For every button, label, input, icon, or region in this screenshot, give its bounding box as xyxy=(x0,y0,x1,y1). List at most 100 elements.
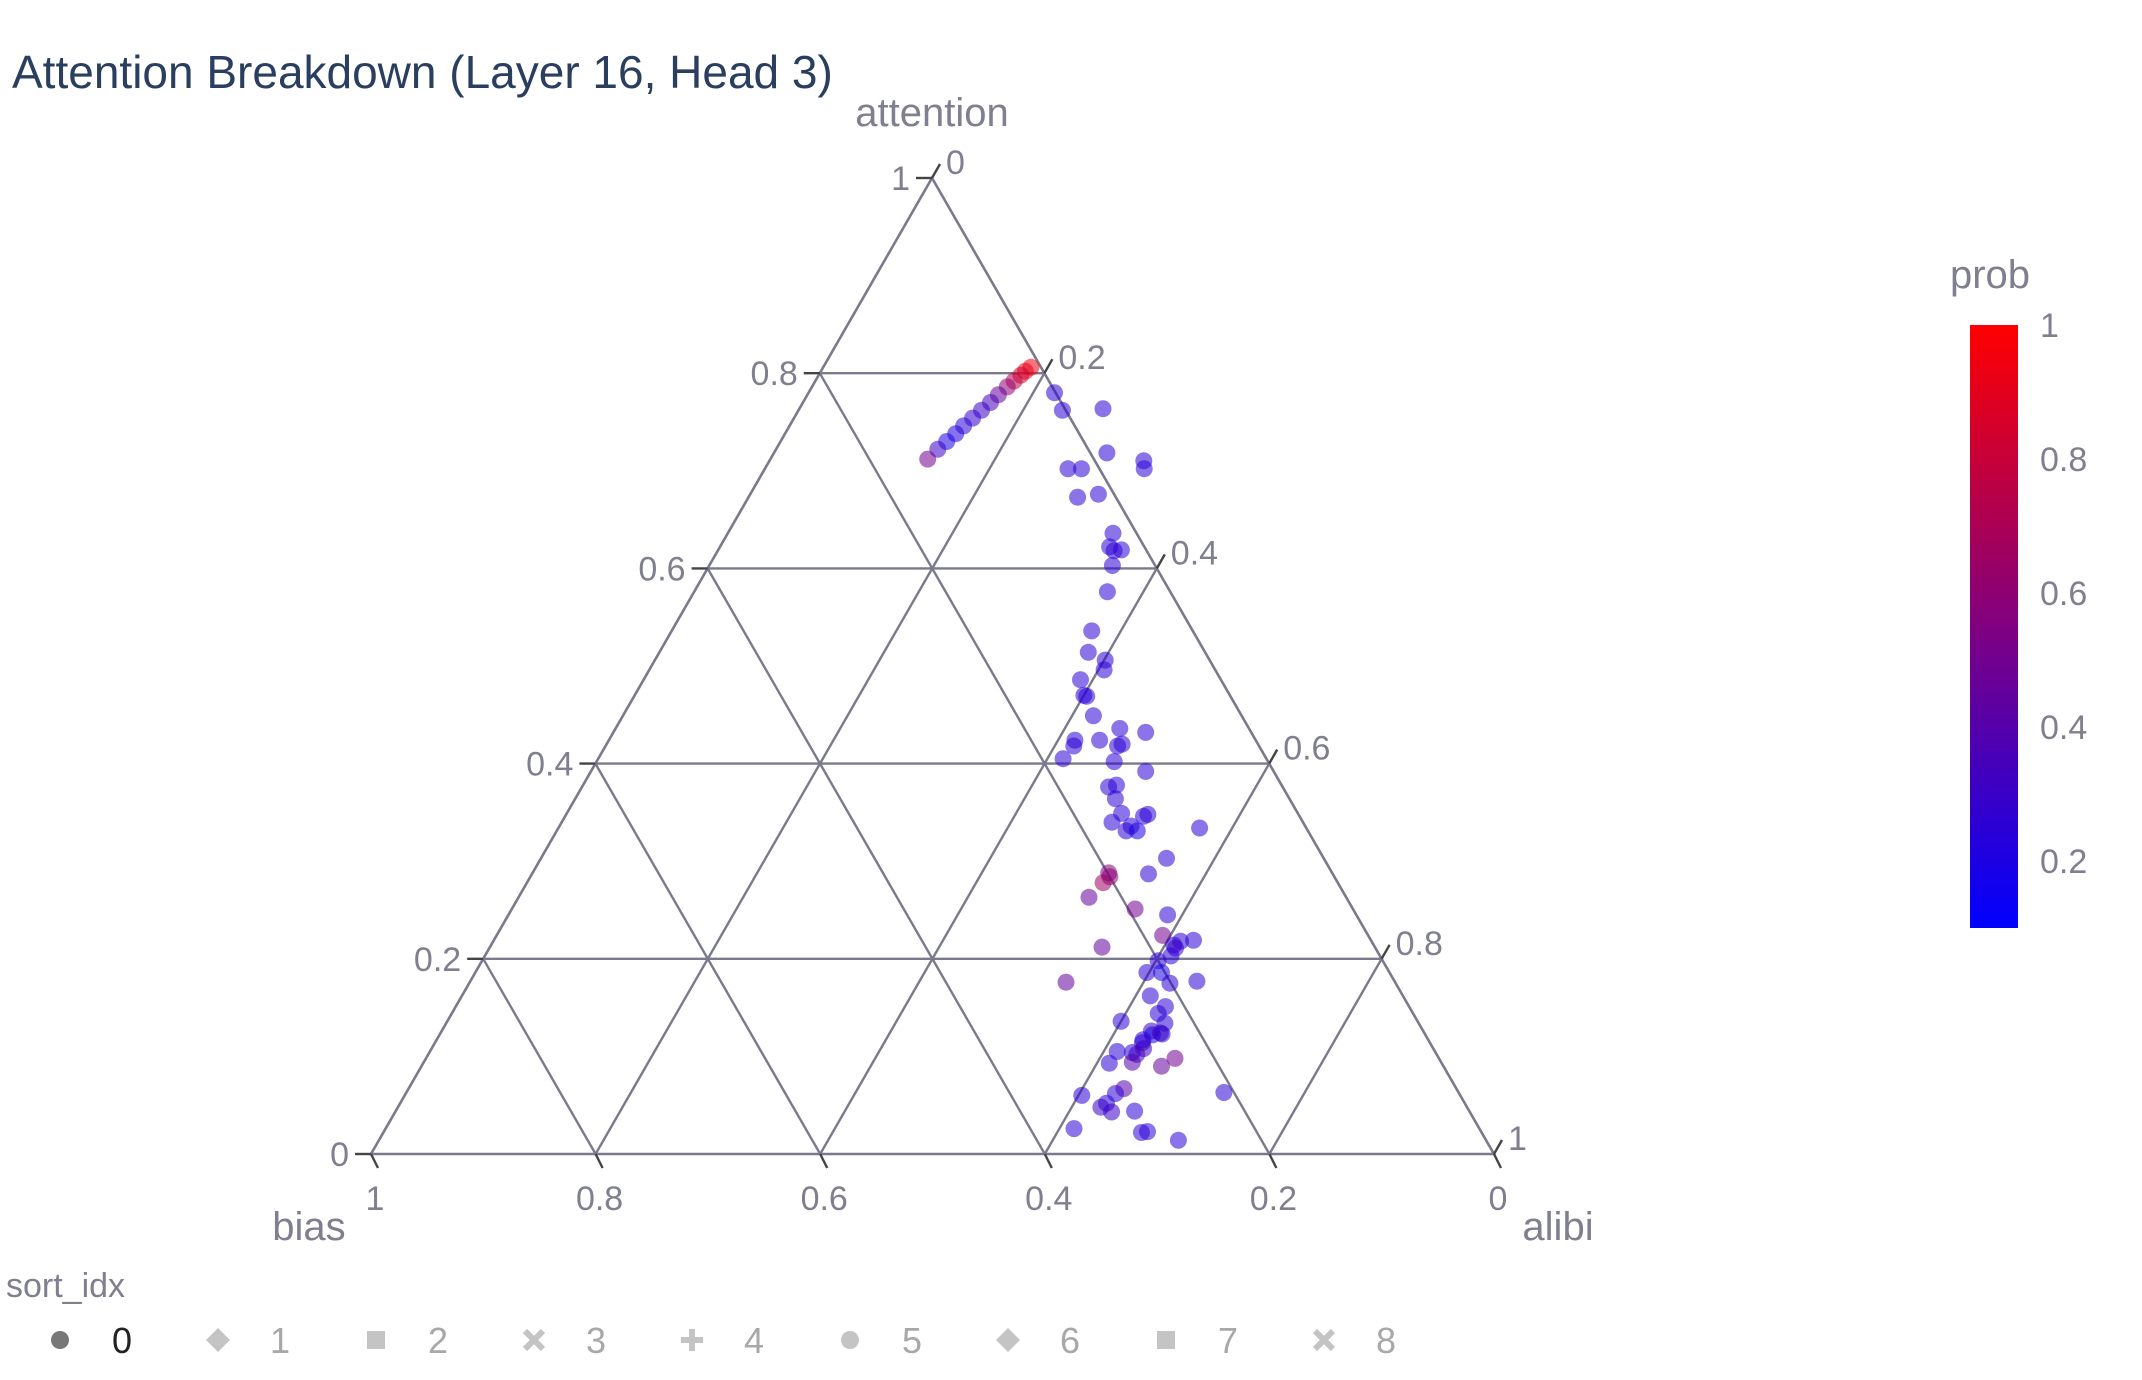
data-point[interactable] xyxy=(1069,488,1087,506)
tick-label-attention: 0 xyxy=(330,1136,349,1174)
legend-item[interactable]: 0 xyxy=(51,1320,132,1361)
data-point[interactable] xyxy=(1065,737,1083,755)
data-point[interactable] xyxy=(1158,849,1175,867)
data-point[interactable] xyxy=(1126,1102,1144,1120)
legend-item[interactable]: 6 xyxy=(996,1320,1080,1361)
grid-line-bias xyxy=(482,958,597,1155)
colorbar-tick-label: 0.6 xyxy=(2040,575,2087,613)
data-point[interactable] xyxy=(1078,687,1096,705)
tick-label-attention: 0.6 xyxy=(638,550,685,588)
ternary-grid xyxy=(482,372,1383,1155)
data-point[interactable] xyxy=(1137,723,1155,741)
tick-mark-alibi xyxy=(1492,1139,1504,1155)
data-point[interactable] xyxy=(1083,622,1101,640)
grid-line-alibi xyxy=(1268,958,1383,1155)
data-point[interactable] xyxy=(1140,865,1157,883)
legend-symbol-square xyxy=(1157,1331,1175,1349)
data-point[interactable] xyxy=(1141,987,1159,1005)
data-point[interactable] xyxy=(1191,819,1209,837)
data-point[interactable] xyxy=(1059,460,1077,478)
data-point[interactable] xyxy=(1153,1057,1170,1075)
data-point[interactable] xyxy=(1185,931,1202,949)
data-point[interactable] xyxy=(1154,926,1172,944)
data-point[interactable] xyxy=(1107,1085,1124,1102)
ternary-points[interactable] xyxy=(919,358,1233,1149)
data-point[interactable] xyxy=(1080,888,1098,906)
data-point[interactable] xyxy=(1153,1025,1171,1043)
legend-symbol-x xyxy=(522,1328,546,1352)
legend-symbol-cross xyxy=(681,1329,703,1351)
legend-item[interactable]: 2 xyxy=(367,1320,448,1361)
data-point[interactable] xyxy=(1123,1053,1141,1071)
legend-label: 7 xyxy=(1218,1320,1238,1361)
data-point[interactable] xyxy=(1113,735,1131,753)
data-point[interactable] xyxy=(1072,671,1089,689)
data-point[interactable] xyxy=(1103,557,1121,574)
legend-item[interactable]: 3 xyxy=(522,1320,606,1361)
data-point[interactable] xyxy=(1104,524,1122,542)
data-point[interactable] xyxy=(1139,1123,1156,1141)
tick-mark-bias xyxy=(1043,1153,1053,1169)
data-point[interactable] xyxy=(1166,1049,1184,1067)
data-point[interactable] xyxy=(1159,906,1177,924)
data-point[interactable] xyxy=(1084,707,1102,725)
data-point[interactable] xyxy=(1139,805,1157,823)
data-point[interactable] xyxy=(1095,661,1113,679)
data-point[interactable] xyxy=(1162,947,1180,965)
data-point[interactable] xyxy=(919,450,937,468)
tick-label-bias: 0.8 xyxy=(576,1180,623,1218)
tick-label-alibi: 0.4 xyxy=(1171,534,1218,572)
legend-item[interactable]: 8 xyxy=(1312,1320,1396,1361)
data-point[interactable] xyxy=(1103,1103,1121,1121)
data-point[interactable] xyxy=(1054,750,1072,768)
legend-item[interactable]: 1 xyxy=(206,1320,290,1361)
data-point[interactable] xyxy=(1046,384,1063,402)
data-point[interactable] xyxy=(1101,868,1119,886)
data-point[interactable] xyxy=(1065,1120,1083,1138)
data-point[interactable] xyxy=(1137,762,1155,780)
data-point[interactable] xyxy=(1106,790,1124,808)
grid-line-bias xyxy=(706,567,1046,1155)
data-point[interactable] xyxy=(1128,822,1146,840)
legend-item[interactable]: 7 xyxy=(1157,1320,1238,1361)
data-point[interactable] xyxy=(1089,485,1107,503)
data-point[interactable] xyxy=(1188,972,1206,990)
data-point[interactable] xyxy=(1091,731,1109,749)
tick-label-bias: 0.6 xyxy=(801,1180,848,1218)
data-point[interactable] xyxy=(1169,1131,1187,1149)
data-point[interactable] xyxy=(1073,460,1090,478)
data-point[interactable] xyxy=(1073,1086,1091,1104)
data-point[interactable] xyxy=(1098,444,1116,462)
data-point[interactable] xyxy=(1100,1054,1118,1072)
tick-label-alibi: 0 xyxy=(946,144,965,182)
tick-label-bias: 1 xyxy=(366,1180,385,1218)
legend-symbol-circle xyxy=(841,1331,859,1349)
data-point[interactable] xyxy=(1161,974,1179,992)
tick-mark-bias xyxy=(1268,1153,1278,1169)
data-point[interactable] xyxy=(1108,776,1125,794)
tick-label-alibi: 1 xyxy=(1508,1120,1527,1158)
data-point[interactable] xyxy=(1094,400,1112,418)
legend-item[interactable]: 5 xyxy=(841,1320,922,1361)
data-point[interactable] xyxy=(1134,1031,1152,1049)
data-point[interactable] xyxy=(1105,753,1123,771)
colorbar-gradient xyxy=(1970,325,2018,928)
data-point[interactable] xyxy=(1053,401,1071,419)
data-point[interactable] xyxy=(1126,900,1144,918)
data-point[interactable] xyxy=(1057,973,1075,991)
data-point[interactable] xyxy=(1098,583,1116,601)
data-point[interactable] xyxy=(1112,1012,1130,1030)
data-point[interactable] xyxy=(1138,964,1156,981)
colorbar-tick-label: 0.2 xyxy=(2040,843,2087,881)
data-point[interactable] xyxy=(1079,643,1097,661)
tick-mark-bias xyxy=(819,1153,829,1169)
data-point[interactable] xyxy=(1093,938,1111,956)
data-point[interactable] xyxy=(1111,720,1129,737)
data-point[interactable] xyxy=(1135,460,1153,478)
data-point[interactable] xyxy=(1112,541,1130,559)
legend-item[interactable]: 4 xyxy=(681,1320,764,1361)
legend-label: 8 xyxy=(1376,1320,1396,1361)
tick-mark-alibi xyxy=(1268,749,1279,765)
data-point[interactable] xyxy=(1215,1084,1233,1101)
data-point[interactable] xyxy=(1103,813,1121,831)
